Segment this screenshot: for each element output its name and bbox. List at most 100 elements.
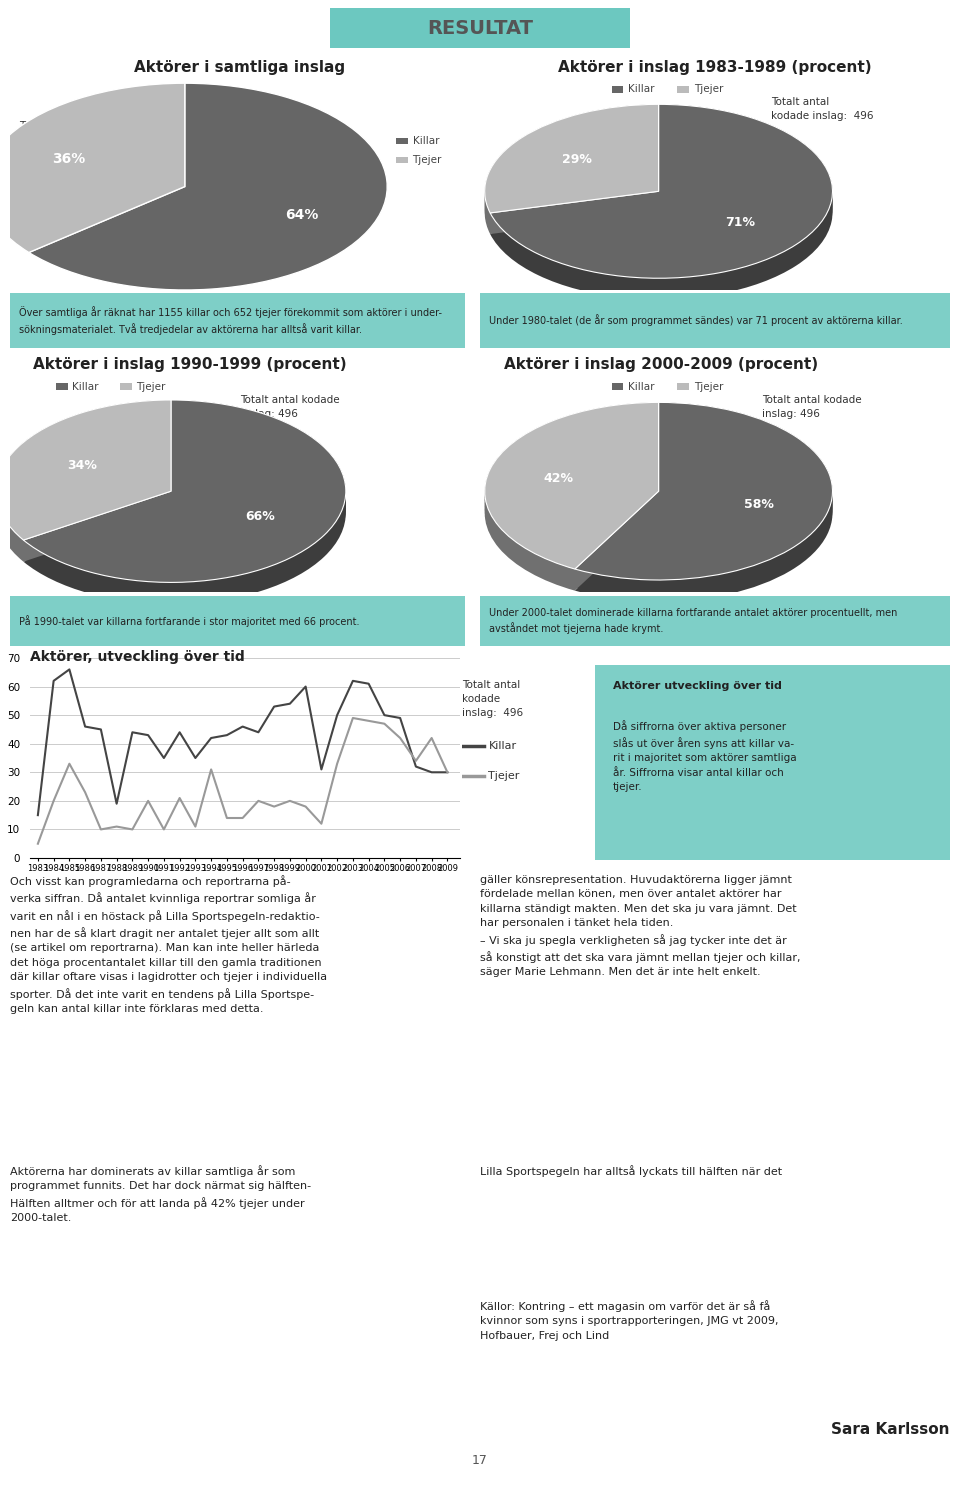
Bar bbox=[678, 86, 689, 92]
Wedge shape bbox=[491, 113, 832, 287]
Wedge shape bbox=[23, 399, 346, 582]
Wedge shape bbox=[0, 422, 171, 561]
Wedge shape bbox=[485, 113, 659, 221]
FancyBboxPatch shape bbox=[10, 293, 465, 347]
Wedge shape bbox=[29, 83, 387, 290]
FancyBboxPatch shape bbox=[480, 595, 950, 646]
FancyBboxPatch shape bbox=[595, 665, 950, 860]
Text: Aktörerna har dominerats av killar samtliga år som
programmet funnits. Det har d: Aktörerna har dominerats av killar samtl… bbox=[10, 1166, 311, 1224]
FancyBboxPatch shape bbox=[480, 293, 950, 347]
Text: 17: 17 bbox=[472, 1454, 488, 1467]
Text: 58%: 58% bbox=[744, 497, 774, 511]
Text: Sara Karlsson: Sara Karlsson bbox=[831, 1423, 950, 1437]
Wedge shape bbox=[491, 119, 832, 294]
Text: Under 2000-talet dominerade killarna fortfarande antalet aktörer procentuellt, m: Under 2000-talet dominerade killarna for… bbox=[490, 607, 898, 634]
Text: Totalt antal
kodade
inslag:  496: Totalt antal kodade inslag: 496 bbox=[462, 680, 523, 719]
Bar bbox=[396, 138, 408, 144]
Text: Och visst kan programledarna och reportrarna på-
verka siffran. Då antalet kvinn: Och visst kan programledarna och reportr… bbox=[10, 875, 327, 1014]
Wedge shape bbox=[575, 417, 832, 595]
Text: gäller könsrepresentation. Huvudaktörerna ligger jämnt
fördelade mellan könen, m: gäller könsrepresentation. Huvudaktörern… bbox=[480, 875, 801, 977]
Wedge shape bbox=[0, 402, 171, 544]
Text: Totalt kodade
inslag:  496 st.

Totalt antal killar:
1155
Totalt antal tjejer:
6: Totalt kodade inslag: 496 st. Totalt ant… bbox=[19, 120, 111, 215]
Text: Aktörer i inslag 1990-1999 (procent): Aktörer i inslag 1990-1999 (procent) bbox=[33, 356, 347, 371]
Text: Killar: Killar bbox=[489, 741, 516, 751]
Text: Aktörer, utveckling över tid: Aktörer, utveckling över tid bbox=[30, 650, 245, 664]
Text: På 1990-talet var killarna fortfarande i stor majoritet med 66 procent.: På 1990-talet var killarna fortfarande i… bbox=[19, 615, 360, 627]
Text: RESULTAT: RESULTAT bbox=[427, 18, 533, 37]
Text: Killar: Killar bbox=[413, 135, 439, 146]
Text: 64%: 64% bbox=[285, 208, 318, 221]
Bar bbox=[396, 157, 408, 163]
Wedge shape bbox=[491, 122, 832, 297]
Wedge shape bbox=[0, 413, 171, 552]
Wedge shape bbox=[485, 126, 659, 235]
Text: Tjejer: Tjejer bbox=[489, 771, 519, 781]
Wedge shape bbox=[485, 104, 659, 212]
Wedge shape bbox=[575, 402, 832, 581]
FancyBboxPatch shape bbox=[10, 595, 465, 646]
Wedge shape bbox=[23, 413, 346, 595]
Text: Aktörer i inslag 2000-2009 (procent): Aktörer i inslag 2000-2009 (procent) bbox=[503, 356, 818, 371]
Wedge shape bbox=[575, 405, 832, 584]
Text: Tjejer: Tjejer bbox=[413, 154, 442, 165]
Text: 66%: 66% bbox=[245, 511, 275, 523]
Text: Lilla Sportspegeln har alltså lyckats till hälften när det: Lilla Sportspegeln har alltså lyckats ti… bbox=[480, 1166, 782, 1178]
Text: Tjejer: Tjejer bbox=[694, 85, 723, 94]
Text: Totalt antal kodade
inslag: 496: Totalt antal kodade inslag: 496 bbox=[240, 395, 340, 419]
Wedge shape bbox=[23, 422, 346, 604]
Text: 34%: 34% bbox=[67, 459, 97, 472]
Wedge shape bbox=[0, 83, 184, 252]
Wedge shape bbox=[485, 402, 659, 569]
Wedge shape bbox=[575, 402, 832, 581]
Wedge shape bbox=[485, 420, 659, 588]
Wedge shape bbox=[485, 405, 659, 572]
Wedge shape bbox=[23, 399, 346, 582]
Text: Aktörer i samtliga inslag: Aktörer i samtliga inslag bbox=[134, 59, 346, 74]
Bar bbox=[56, 383, 67, 391]
Wedge shape bbox=[485, 116, 659, 226]
Bar bbox=[120, 383, 132, 391]
Wedge shape bbox=[0, 419, 171, 558]
Text: 36%: 36% bbox=[52, 151, 84, 166]
Text: Killar: Killar bbox=[628, 382, 655, 392]
Wedge shape bbox=[575, 408, 832, 587]
Wedge shape bbox=[491, 110, 832, 284]
Wedge shape bbox=[485, 417, 659, 585]
Wedge shape bbox=[0, 399, 171, 541]
Wedge shape bbox=[575, 425, 832, 601]
Wedge shape bbox=[23, 416, 346, 598]
Wedge shape bbox=[23, 410, 346, 591]
Wedge shape bbox=[575, 414, 832, 593]
Wedge shape bbox=[23, 402, 346, 585]
Wedge shape bbox=[485, 425, 659, 591]
Wedge shape bbox=[0, 407, 171, 546]
Bar bbox=[678, 383, 689, 391]
Wedge shape bbox=[575, 420, 832, 598]
Text: Aktörer i inslag 1983-1989 (procent): Aktörer i inslag 1983-1989 (procent) bbox=[558, 59, 872, 74]
Text: Tjejer: Tjejer bbox=[136, 382, 166, 392]
FancyBboxPatch shape bbox=[330, 7, 630, 48]
Text: Killar: Killar bbox=[72, 382, 99, 392]
Bar bbox=[612, 383, 623, 391]
Text: 42%: 42% bbox=[543, 472, 573, 484]
Wedge shape bbox=[491, 104, 832, 278]
Text: 71%: 71% bbox=[726, 217, 756, 230]
Wedge shape bbox=[491, 104, 832, 278]
Text: Källor: Kontring – ett magasin om varför det är så få
kvinnor som syns i sportra: Källor: Kontring – ett magasin om varför… bbox=[480, 1299, 779, 1341]
Wedge shape bbox=[23, 419, 346, 601]
Wedge shape bbox=[23, 407, 346, 588]
Wedge shape bbox=[485, 110, 659, 218]
Wedge shape bbox=[485, 107, 659, 215]
Text: 29%: 29% bbox=[562, 153, 591, 166]
Text: Tjejer: Tjejer bbox=[694, 382, 723, 392]
Text: Killar: Killar bbox=[628, 85, 655, 94]
Wedge shape bbox=[485, 402, 659, 569]
Wedge shape bbox=[485, 104, 659, 212]
Wedge shape bbox=[491, 107, 832, 281]
Text: Över samtliga år räknat har 1155 killar och 652 tjejer förekommit som aktörer i : Över samtliga år räknat har 1155 killar … bbox=[19, 306, 443, 336]
Text: Aktörer utveckling över tid: Aktörer utveckling över tid bbox=[612, 680, 781, 691]
Wedge shape bbox=[0, 410, 171, 549]
Text: Totalt antal
kodade inslag:  496: Totalt antal kodade inslag: 496 bbox=[772, 98, 874, 122]
Wedge shape bbox=[485, 414, 659, 581]
Wedge shape bbox=[0, 416, 171, 555]
